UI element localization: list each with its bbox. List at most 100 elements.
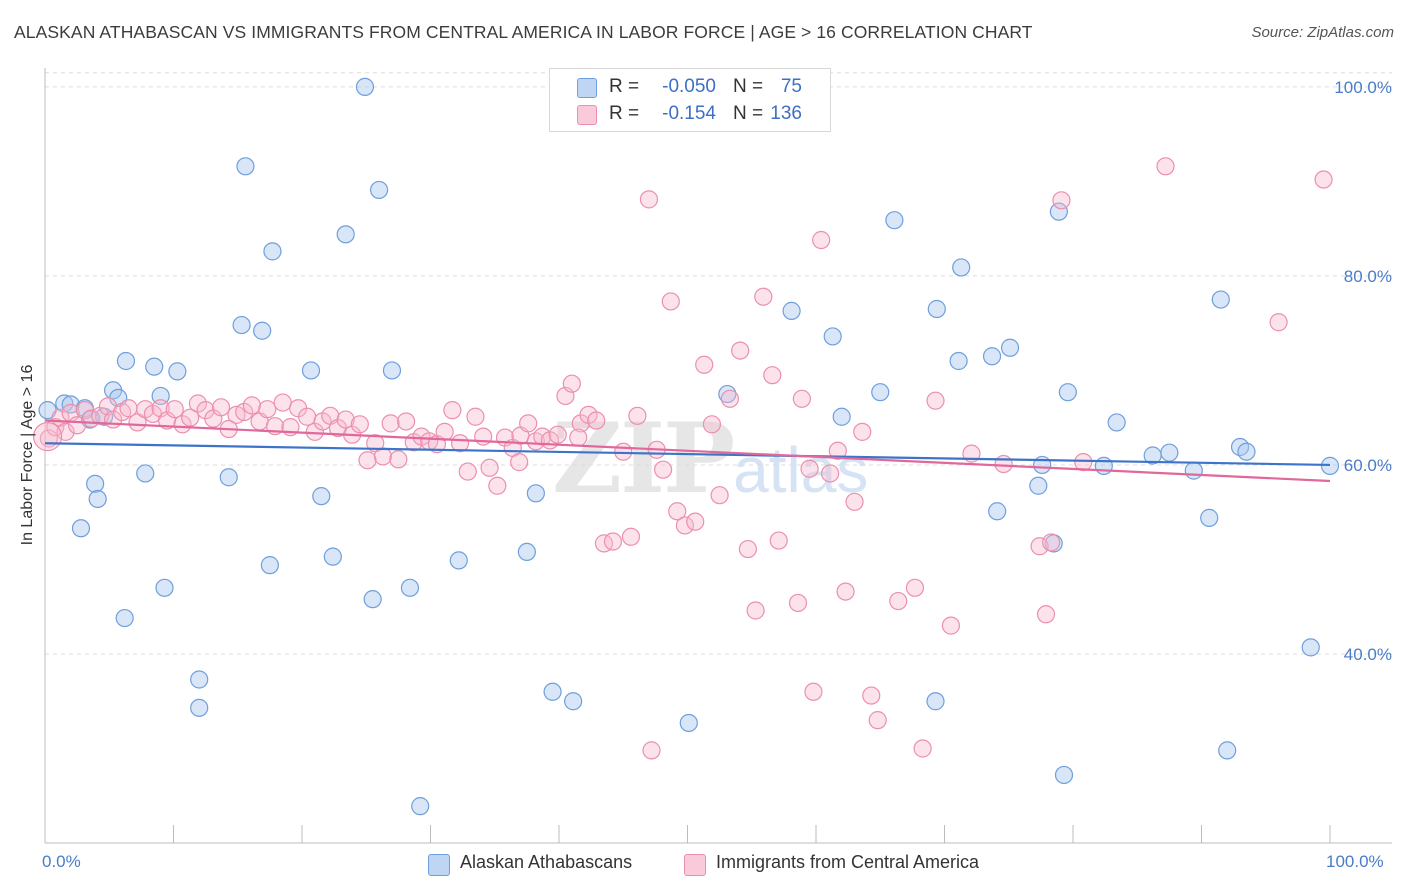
x-tick-label-max: 100.0% xyxy=(1326,852,1384,871)
y-tick-label-60: 60.0% xyxy=(1344,456,1392,475)
point-blue-27 xyxy=(312,487,331,506)
point-pink-30 xyxy=(258,400,277,419)
point-blue-52 xyxy=(982,347,1002,366)
point-blue-23 xyxy=(253,321,272,340)
point-pink-70 xyxy=(562,374,581,393)
point-pink-101 xyxy=(821,464,840,483)
point-pink-94 xyxy=(763,366,782,385)
point-blue-38 xyxy=(526,484,545,503)
x-tick-label-min: 0.0% xyxy=(42,852,81,871)
point-pink-85 xyxy=(686,512,705,531)
point-pink-54 xyxy=(443,401,462,420)
point-blue-34 xyxy=(400,578,420,597)
point-blue-55 xyxy=(1029,476,1048,495)
y-axis-label: In Labor Force | Age > 16 xyxy=(19,364,36,546)
point-blue-37 xyxy=(517,542,536,562)
legend-n-value-pink: 136 xyxy=(770,103,802,124)
point-pink-89 xyxy=(720,389,740,408)
point-pink-90 xyxy=(731,341,750,360)
legend-r-value-blue: -0.050 xyxy=(662,76,716,97)
point-blue-47 xyxy=(885,211,904,230)
point-blue-43 xyxy=(782,301,801,320)
point-pink-110 xyxy=(913,739,932,758)
point-blue-33 xyxy=(382,361,402,380)
point-pink-cluster xyxy=(32,421,63,452)
point-blue-51 xyxy=(952,258,971,277)
point-blue-45 xyxy=(832,407,851,426)
point-pink-92 xyxy=(746,601,765,620)
axes xyxy=(44,68,1392,844)
bottom-legend-label-pink: Immigrants from Central America xyxy=(716,852,980,872)
legend-swatch-pink xyxy=(577,105,597,125)
point-blue-54 xyxy=(1000,338,1020,357)
point-pink-60 xyxy=(488,476,507,495)
point-blue-53 xyxy=(988,502,1007,521)
point-pink-108 xyxy=(889,591,908,611)
point-blue-5 xyxy=(71,519,91,538)
correlation-legend: R = -0.050 N = 75 R = -0.154 N = 136 xyxy=(549,68,831,132)
point-blue-35 xyxy=(411,797,430,816)
point-blue-50 xyxy=(949,351,968,371)
point-pink-120 xyxy=(1156,157,1175,176)
legend-n-value-blue: 75 xyxy=(780,76,802,97)
point-pink-104 xyxy=(845,492,864,511)
point-pink-95 xyxy=(769,531,788,550)
point-blue-19 xyxy=(190,698,209,717)
point-blue-31 xyxy=(363,590,382,609)
point-pink-98 xyxy=(800,459,819,478)
point-pink-73 xyxy=(587,411,606,430)
point-pink-59 xyxy=(480,458,499,477)
bottom-legend-swatch-pink xyxy=(684,854,706,876)
point-pink-58 xyxy=(474,427,493,446)
point-pink-111 xyxy=(926,391,945,410)
point-blue-60 xyxy=(1058,383,1077,402)
point-pink-86 xyxy=(695,355,714,374)
point-pink-32 xyxy=(273,393,292,412)
point-pink-117 xyxy=(1042,533,1061,552)
point-blue-49 xyxy=(927,299,946,319)
point-blue-30 xyxy=(355,77,375,97)
point-pink-102 xyxy=(828,441,847,460)
point-blue-66 xyxy=(1200,508,1219,527)
point-pink-91 xyxy=(738,539,757,559)
bottom-legend-item-blue: Alaskan Athabascans xyxy=(428,852,633,876)
point-blue-17 xyxy=(168,362,187,381)
point-pink-124 xyxy=(510,453,529,472)
point-pink-93 xyxy=(754,287,773,306)
source-credit: Source: ZipAtlas.com xyxy=(1251,24,1394,41)
point-blue-29 xyxy=(336,225,355,244)
point-blue-18 xyxy=(190,670,209,689)
point-pink-84 xyxy=(675,516,695,535)
point-pink-45 xyxy=(373,447,393,466)
point-blue-7 xyxy=(88,489,107,509)
point-pink-75 xyxy=(603,532,623,551)
point-pink-106 xyxy=(862,686,881,705)
point-blue-32 xyxy=(370,180,389,200)
point-blue-48 xyxy=(926,692,945,711)
point-blue-13 xyxy=(136,464,155,483)
point-pink-24 xyxy=(211,398,231,417)
point-blue-11 xyxy=(116,351,136,371)
point-pink-35 xyxy=(298,407,317,426)
point-pink-116 xyxy=(1036,605,1056,624)
point-pink-112 xyxy=(941,616,961,635)
point-pink-20 xyxy=(181,408,200,427)
point-blue-62 xyxy=(1107,413,1126,432)
legend-r-label: R = xyxy=(609,76,640,97)
point-blue-36 xyxy=(449,551,468,570)
point-pink-109 xyxy=(905,578,925,597)
point-pink-47 xyxy=(389,450,408,469)
bottom-legend-label-blue: Alaskan Athabascans xyxy=(460,852,633,872)
point-pink-121 xyxy=(1269,313,1288,332)
point-blue-14 xyxy=(145,357,164,376)
point-blue-46 xyxy=(871,383,890,402)
point-pink-48 xyxy=(396,412,416,431)
point-blue-20 xyxy=(219,468,238,487)
point-pink-96 xyxy=(788,593,808,613)
point-blue-65 xyxy=(1184,461,1203,480)
legend-swatch-blue xyxy=(577,78,597,98)
point-pink-114 xyxy=(994,454,1013,474)
point-blue-16 xyxy=(155,578,174,597)
point-pink-99 xyxy=(804,682,823,701)
series-alaskan-athabascans xyxy=(38,77,1340,816)
